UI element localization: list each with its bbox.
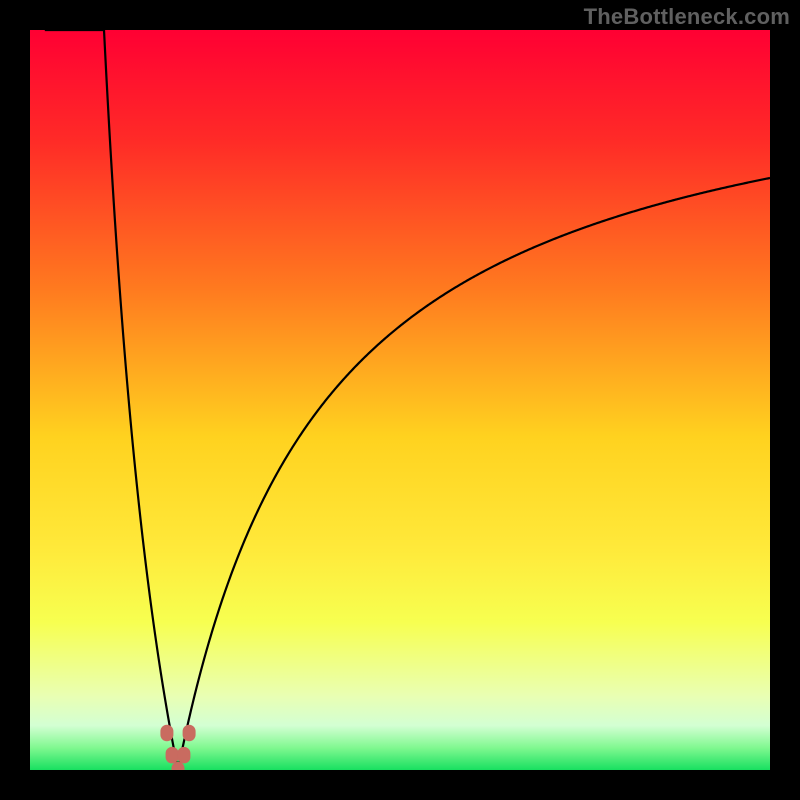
marker-1 bbox=[166, 747, 178, 763]
marker-4 bbox=[183, 725, 195, 741]
marker-0 bbox=[161, 725, 173, 741]
watermark-text: TheBottleneck.com bbox=[584, 4, 790, 30]
plot-background bbox=[30, 30, 770, 770]
bottleneck-chart bbox=[0, 0, 800, 800]
marker-3 bbox=[178, 747, 190, 763]
chart-container: TheBottleneck.com bbox=[0, 0, 800, 800]
